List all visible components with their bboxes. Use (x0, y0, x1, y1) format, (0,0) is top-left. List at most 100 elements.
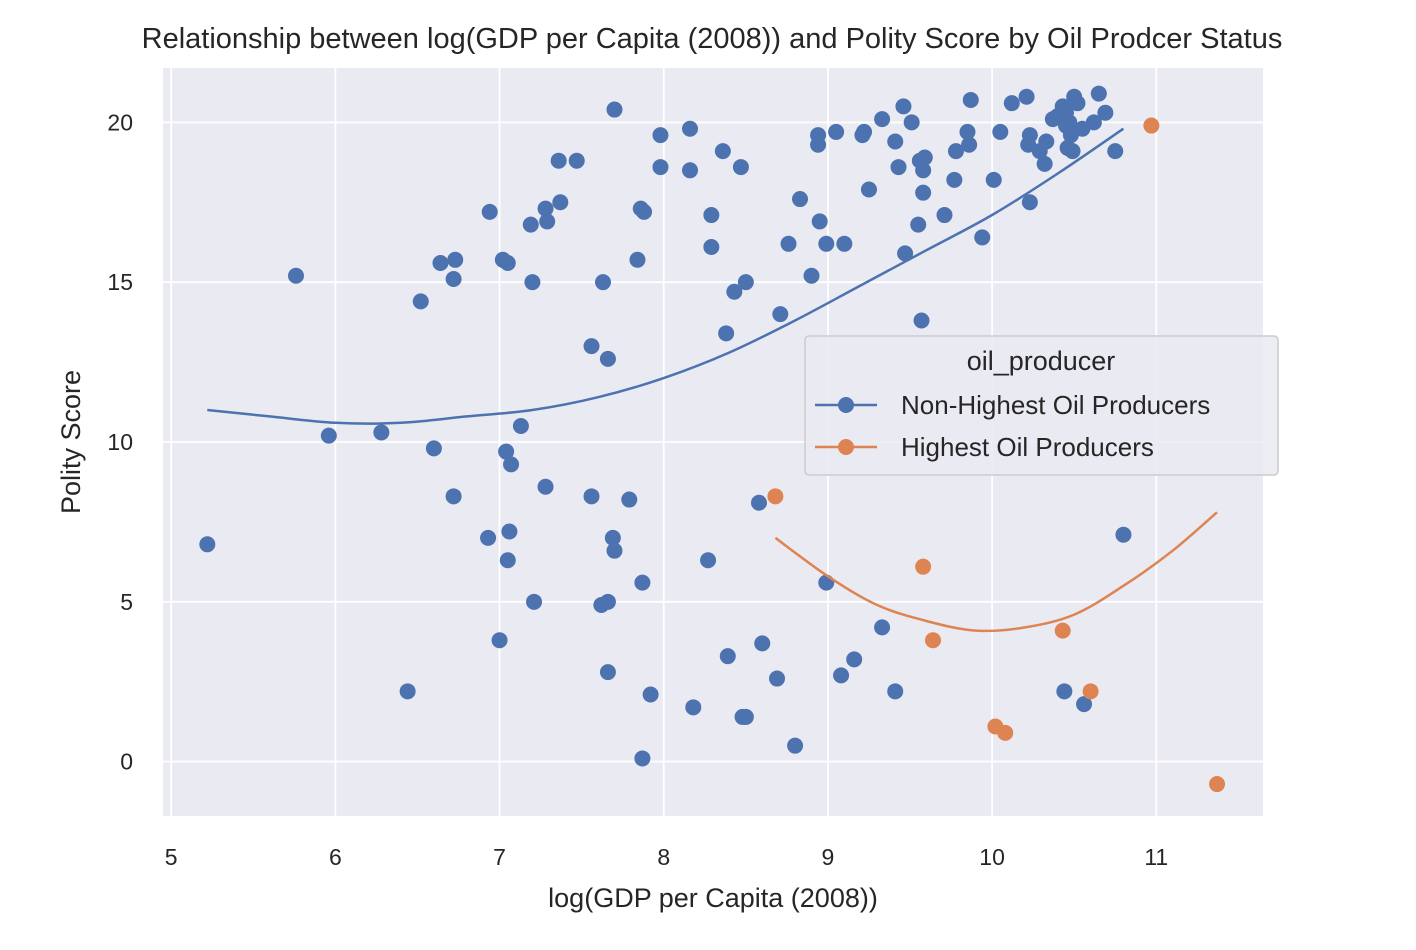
data-point (634, 750, 651, 767)
data-point (606, 101, 623, 118)
data-point (811, 213, 828, 230)
data-point (818, 574, 835, 591)
data-point (936, 207, 953, 224)
data-point (522, 216, 539, 233)
legend-label: Non-Highest Oil Producers (901, 390, 1210, 420)
data-point (503, 456, 520, 473)
data-point (498, 443, 515, 460)
data-point (1038, 133, 1055, 150)
data-point (685, 699, 702, 716)
data-point (499, 552, 516, 569)
data-point (997, 724, 1014, 741)
data-point (818, 235, 835, 252)
data-point (769, 670, 786, 687)
data-point (1115, 526, 1132, 543)
y-tick-label: 20 (107, 109, 133, 135)
data-point (568, 152, 585, 169)
chart-title: Relationship between log(GDP per Capita … (142, 23, 1283, 55)
x-tick-labels: 5 6 7 8 9 10 11 (165, 844, 1168, 870)
data-point (599, 350, 616, 367)
legend-title: oil_producer (967, 346, 1116, 376)
data-point (425, 440, 442, 457)
data-point (1097, 104, 1114, 121)
y-tick-label: 10 (107, 429, 133, 455)
legend-box (804, 335, 1279, 476)
data-point (1003, 95, 1020, 112)
data-point (947, 143, 964, 160)
legend-marker (838, 397, 854, 413)
data-point (1209, 776, 1226, 793)
series-1 (767, 117, 1226, 793)
data-point (718, 325, 735, 342)
data-point (750, 494, 767, 511)
data-point (915, 184, 932, 201)
legend-item-highest: Highest Oil Producers (815, 432, 1154, 462)
series-0 (199, 85, 1132, 767)
x-tick-label: 10 (979, 844, 1005, 870)
data-point (1021, 127, 1038, 144)
data-point (915, 162, 932, 179)
data-point (499, 254, 516, 271)
x-tick-label: 6 (329, 844, 342, 870)
data-point (874, 619, 891, 636)
data-point (1021, 194, 1038, 211)
data-point (916, 149, 933, 166)
data-point (903, 114, 920, 131)
data-point (910, 216, 927, 233)
data-point (604, 529, 621, 546)
data-point (682, 162, 699, 179)
data-point (732, 159, 749, 176)
data-point (810, 136, 827, 153)
data-point (432, 254, 449, 271)
data-point (481, 203, 498, 220)
x-tick-label: 11 (1144, 844, 1168, 870)
data-point (373, 424, 390, 441)
data-point (583, 488, 600, 505)
data-point (447, 251, 464, 268)
legend-label: Highest Oil Producers (901, 432, 1154, 462)
data-point (1069, 95, 1086, 112)
data-point (787, 737, 804, 754)
data-point (480, 529, 497, 546)
data-point (703, 207, 720, 224)
y-tick-label: 0 (120, 749, 133, 775)
data-point (828, 123, 845, 140)
data-point (992, 123, 1009, 140)
data-point (780, 235, 797, 252)
data-point (583, 338, 600, 355)
y-tick-labels: 0 5 10 15 20 (107, 109, 133, 774)
data-point (1018, 88, 1035, 105)
data-point (1076, 696, 1093, 713)
data-point (1082, 683, 1099, 700)
legend: oil_producer Non-Highest Oil Producers H… (804, 335, 1279, 476)
data-point (1036, 155, 1053, 172)
data-point (320, 427, 337, 444)
x-tick-label: 7 (493, 844, 506, 870)
data-point (856, 123, 873, 140)
data-point (491, 632, 508, 649)
data-point (946, 171, 963, 188)
data-point (772, 306, 789, 323)
data-point (636, 203, 653, 220)
data-point (719, 648, 736, 665)
x-tick-label: 8 (657, 844, 670, 870)
data-point (1056, 683, 1073, 700)
data-point (599, 593, 616, 610)
x-tick-label: 5 (165, 844, 178, 870)
data-point (539, 213, 556, 230)
data-point (959, 123, 976, 140)
data-point (737, 708, 754, 725)
data-point (737, 274, 754, 291)
data-point (399, 683, 416, 700)
data-point (874, 111, 891, 128)
data-point (595, 274, 611, 291)
legend-marker (838, 439, 854, 455)
data-point (895, 98, 912, 115)
data-point (652, 127, 669, 144)
data-point (629, 251, 646, 268)
data-point (915, 558, 932, 575)
data-point (726, 283, 743, 300)
data-point (501, 523, 518, 540)
data-point (985, 171, 1002, 188)
